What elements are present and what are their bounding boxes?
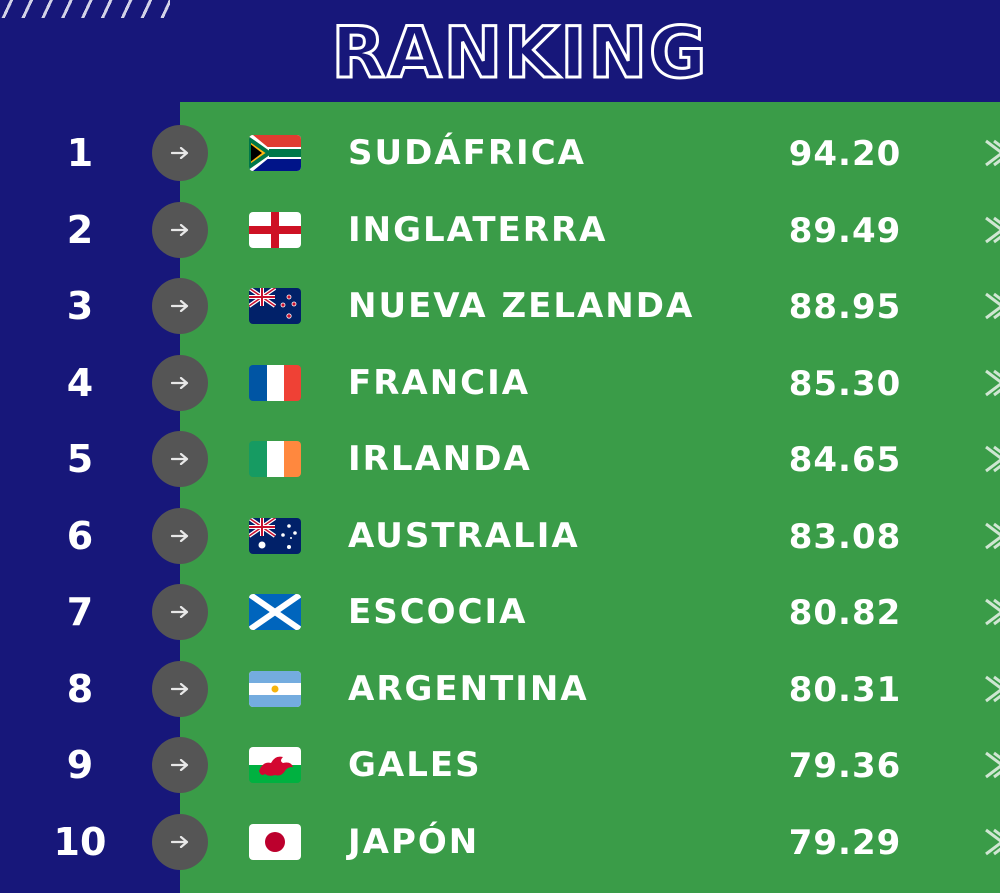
team-points: 83.08: [788, 516, 902, 557]
rank-number: 8: [66, 666, 94, 711]
movement-arrow-icon[interactable]: [152, 813, 208, 870]
ranking-row: 8 ARGENTINA 80.31: [0, 651, 1000, 727]
ranking-row: 2 INGLATERRA 89.49: [0, 192, 1000, 268]
scotland-flag: [249, 594, 301, 630]
rank-number: 5: [66, 437, 94, 481]
team-points: 79.36: [788, 746, 902, 786]
movement-arrow-icon[interactable]: [152, 660, 208, 717]
team-points: 88.95: [788, 287, 902, 327]
team-name: SUDÁFRICA: [348, 133, 586, 173]
page-title: RANKING: [330, 11, 709, 96]
france-flag: [249, 364, 301, 401]
australia-flag: [249, 517, 301, 554]
ranking-row: 7 ESCOCIA 80.82: [0, 574, 1000, 650]
rank-number: 9: [66, 743, 94, 787]
ranking-panel: [180, 102, 1000, 893]
team-points: 79.29: [788, 822, 902, 863]
chevron-right-icon: [982, 290, 1000, 322]
team-points: 85.30: [788, 363, 902, 404]
japan-flag: [249, 823, 301, 860]
movement-arrow-icon[interactable]: [152, 278, 208, 334]
ranking-row: 9 GALES 79.36: [0, 727, 1000, 803]
team-name: INGLATERRA: [348, 209, 608, 250]
ranking-row: 4 FRANCIA 85.30: [0, 345, 1000, 421]
chevron-right-icon: [982, 596, 1000, 628]
team-name: IRLANDA: [348, 439, 532, 479]
chevron-right-icon: [982, 826, 1000, 858]
rank-number: 2: [66, 207, 94, 252]
movement-arrow-icon[interactable]: [152, 125, 208, 181]
team-name: ESCOCIA: [348, 592, 528, 632]
rank-number: 4: [66, 360, 94, 405]
ranking-row: 6 AUSTRALIA 83.08: [0, 498, 1000, 574]
movement-arrow-icon[interactable]: [152, 431, 208, 487]
rank-number: 3: [66, 284, 94, 328]
chevron-right-icon: [982, 673, 1000, 705]
chevron-right-icon: [982, 749, 1000, 781]
rank-number: 6: [66, 513, 94, 558]
ranking-row: 3 NUEVA ZELANDA 88.95: [0, 268, 1000, 344]
team-name: JAPÓN: [348, 821, 480, 862]
england-flag: [249, 211, 301, 248]
movement-arrow-icon[interactable]: [152, 737, 208, 793]
movement-arrow-icon[interactable]: [152, 354, 208, 411]
new-zealand-flag: [249, 288, 301, 324]
team-points: 94.20: [788, 134, 902, 174]
ireland-flag: [249, 441, 301, 477]
movement-arrow-icon[interactable]: [152, 584, 208, 640]
chevron-right-icon: [982, 214, 1000, 246]
ranking-row: 5 IRLANDA 84.65: [0, 421, 1000, 497]
team-name: NUEVA ZELANDA: [348, 286, 695, 326]
chevron-right-icon: [982, 367, 1000, 399]
team-name: GALES: [348, 745, 482, 785]
team-points: 89.49: [788, 210, 902, 251]
team-name: FRANCIA: [348, 362, 531, 403]
decorative-stripes: [0, 0, 170, 18]
chevron-right-icon: [982, 520, 1000, 552]
wales-flag: [249, 747, 301, 783]
ranking-row: 1 SUDÁFRICA 94.20: [0, 115, 1000, 191]
team-points: 80.82: [788, 593, 902, 633]
team-points: 84.65: [788, 440, 902, 480]
team-points: 80.31: [788, 669, 902, 710]
team-name: AUSTRALIA: [348, 515, 580, 556]
rank-number: 7: [66, 590, 94, 634]
movement-arrow-icon[interactable]: [152, 507, 208, 564]
chevron-right-icon: [982, 137, 1000, 169]
rank-number: 10: [53, 819, 107, 864]
south-africa-flag: [249, 135, 301, 171]
ranking-row: 10 JAPÓN 79.29: [0, 804, 1000, 880]
team-name: ARGENTINA: [348, 668, 589, 709]
movement-arrow-icon[interactable]: [152, 201, 208, 258]
rank-number: 1: [66, 131, 94, 175]
chevron-right-icon: [982, 443, 1000, 475]
argentina-flag: [249, 670, 301, 707]
